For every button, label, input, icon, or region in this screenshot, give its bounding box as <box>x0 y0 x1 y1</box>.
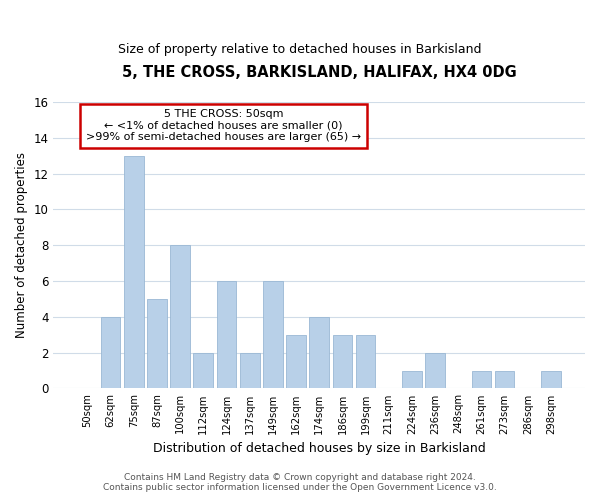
Bar <box>495 370 514 388</box>
Bar <box>124 156 143 388</box>
Bar <box>332 334 352 388</box>
Text: Contains HM Land Registry data © Crown copyright and database right 2024.
Contai: Contains HM Land Registry data © Crown c… <box>103 473 497 492</box>
Bar <box>263 281 283 388</box>
Bar <box>101 317 121 388</box>
Text: Size of property relative to detached houses in Barkisland: Size of property relative to detached ho… <box>118 42 482 56</box>
Bar <box>356 334 376 388</box>
Bar <box>472 370 491 388</box>
Bar <box>217 281 236 388</box>
Bar <box>425 352 445 388</box>
Bar <box>286 334 306 388</box>
Bar <box>310 317 329 388</box>
Text: 5 THE CROSS: 50sqm
← <1% of detached houses are smaller (0)
>99% of semi-detache: 5 THE CROSS: 50sqm ← <1% of detached hou… <box>86 109 361 142</box>
Bar <box>193 352 213 388</box>
Bar <box>170 245 190 388</box>
Title: 5, THE CROSS, BARKISLAND, HALIFAX, HX4 0DG: 5, THE CROSS, BARKISLAND, HALIFAX, HX4 0… <box>122 65 517 80</box>
Bar <box>147 299 167 388</box>
Bar <box>402 370 422 388</box>
Bar <box>541 370 561 388</box>
X-axis label: Distribution of detached houses by size in Barkisland: Distribution of detached houses by size … <box>153 442 485 455</box>
Bar <box>240 352 260 388</box>
Y-axis label: Number of detached properties: Number of detached properties <box>15 152 28 338</box>
